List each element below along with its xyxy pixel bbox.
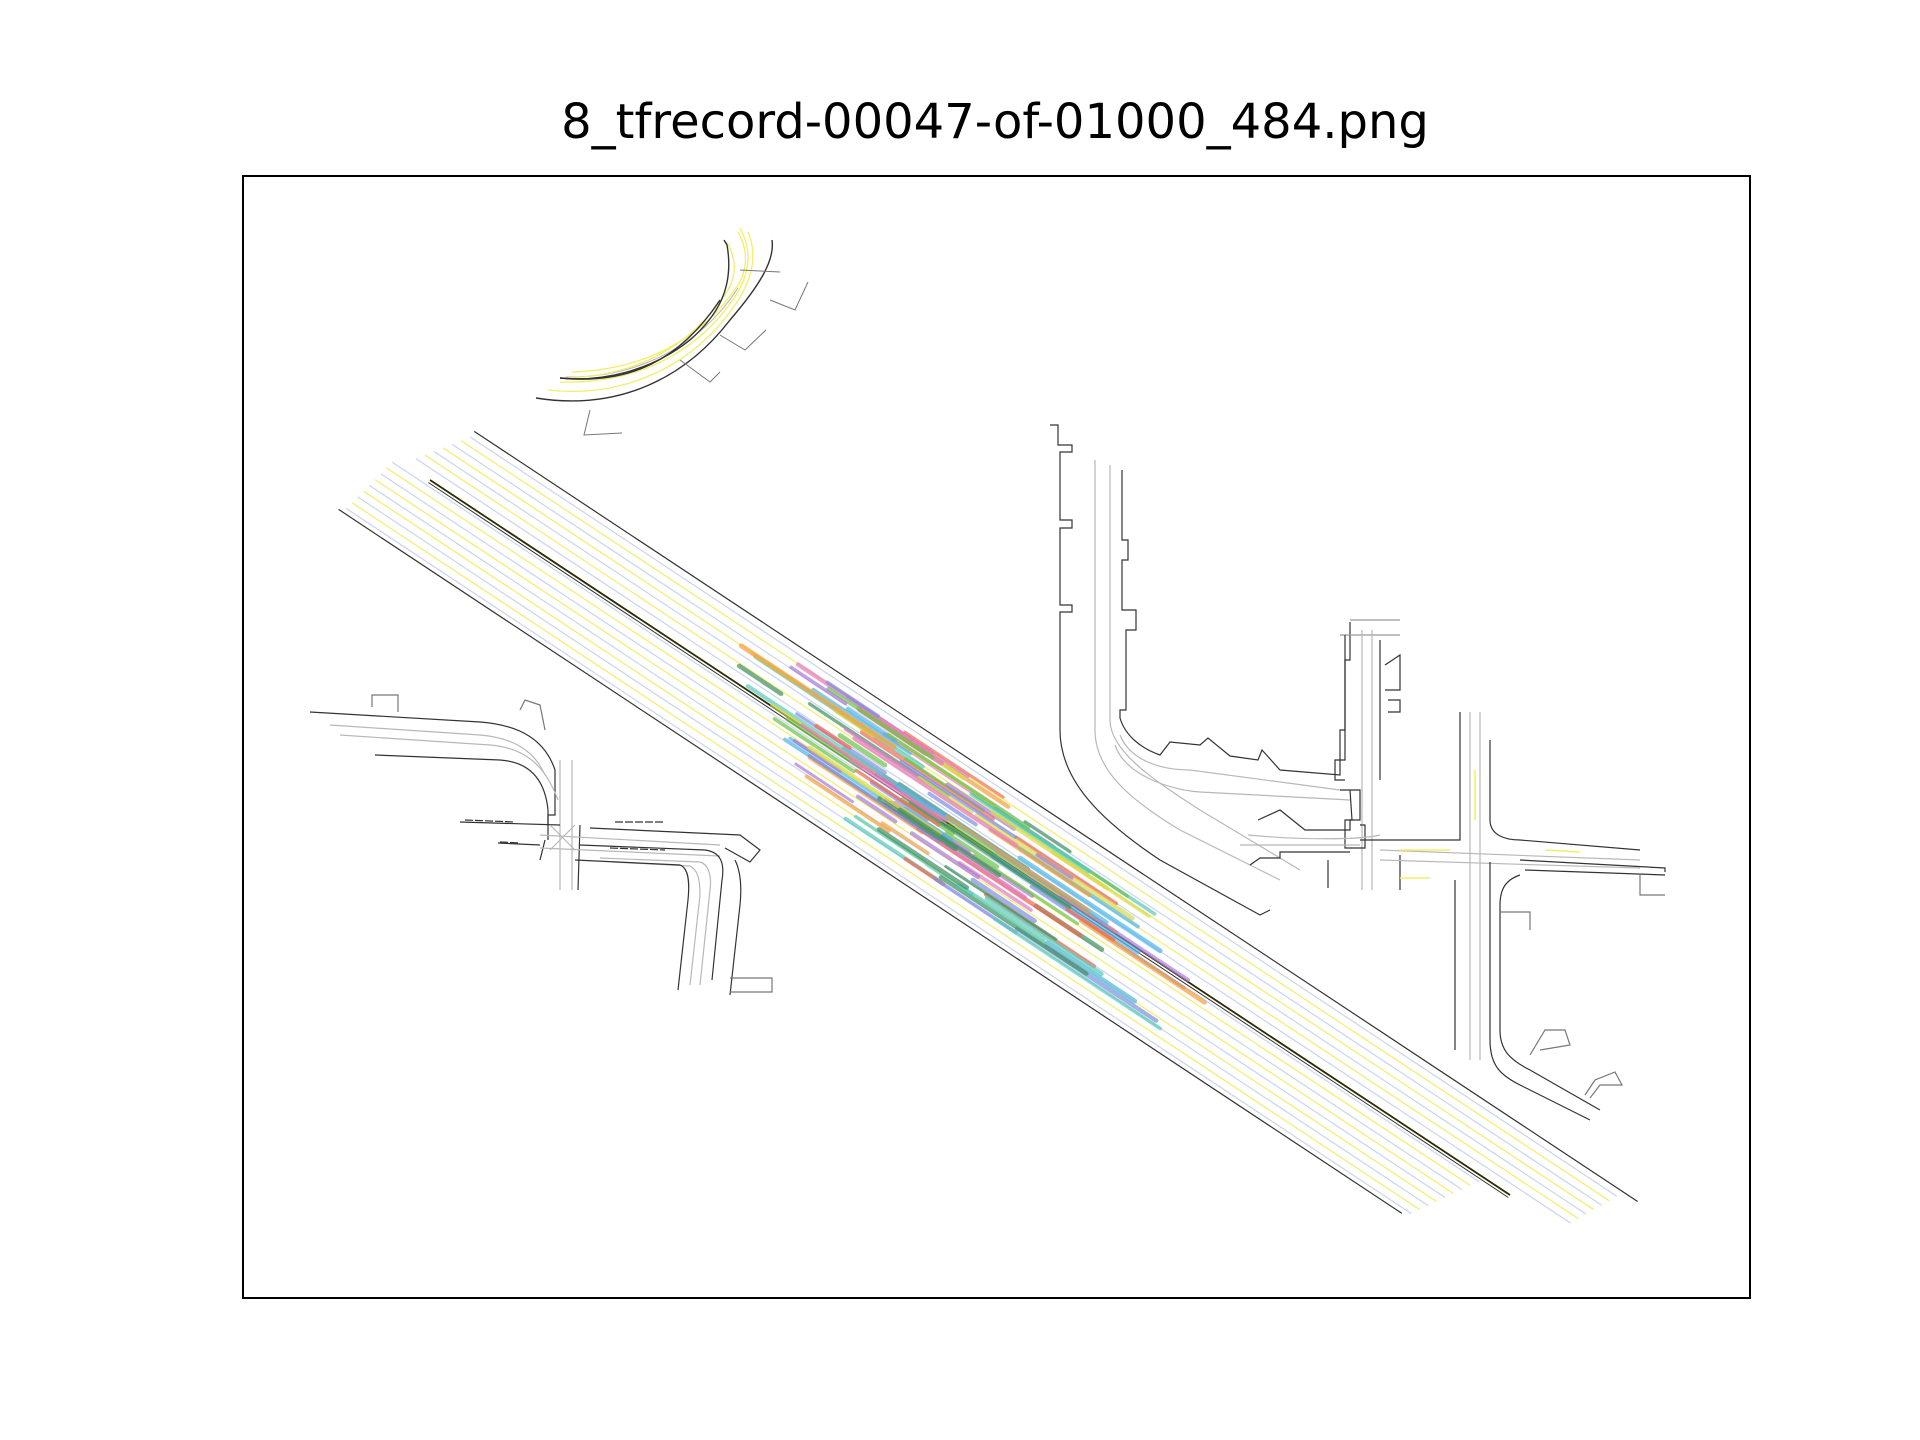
agent-trajectory <box>1078 918 1207 1005</box>
agent-trajectory <box>811 687 913 756</box>
agent-trajectory <box>1017 855 1163 954</box>
highway-lane-marking <box>346 508 1412 1215</box>
agent-trajectory <box>804 774 891 833</box>
highway-lane-marking <box>470 436 1618 1197</box>
agent-trajectory <box>736 663 784 696</box>
highway-lane-marking <box>351 502 1421 1211</box>
agent-trajectory <box>944 814 1091 912</box>
agent-trajectory <box>848 758 943 822</box>
agent-trajectory <box>745 684 922 802</box>
agent-trajectory <box>993 917 1162 1031</box>
agent-trajectory <box>990 810 1110 891</box>
agent-trajectory <box>903 730 1005 799</box>
agent-trajectories <box>736 643 1207 1031</box>
agent-trajectory <box>789 665 848 706</box>
agent-trajectory <box>792 738 843 773</box>
agent-trajectory <box>852 736 1019 848</box>
agent-trajectory <box>897 807 1001 878</box>
roads-left <box>309 694 773 996</box>
agent-trajectory <box>886 732 1031 830</box>
agent-trajectory <box>785 717 862 770</box>
agent-trajectory <box>1044 940 1138 1004</box>
agent-trajectory <box>814 723 852 750</box>
agent-trajectory <box>1065 907 1116 942</box>
highway-lane-marking <box>415 458 1571 1224</box>
highway-lane-marking <box>460 440 1610 1202</box>
agent-trajectory <box>837 733 888 768</box>
agent-trajectory <box>1023 820 1072 854</box>
agent-trajectory <box>944 831 1000 869</box>
agent-trajectory <box>969 791 1091 874</box>
agent-trajectory <box>972 853 1080 926</box>
agent-trajectory <box>826 686 935 760</box>
agent-trajectory <box>825 680 880 718</box>
agent-trajectory <box>800 723 948 823</box>
agent-trajectory <box>1035 853 1074 880</box>
agent-trajectory <box>895 783 936 812</box>
agent-trajectory <box>957 883 1046 944</box>
agent-trajectory <box>1014 835 1119 906</box>
agent-trajectory <box>807 754 941 843</box>
agent-trajectory <box>899 759 1017 839</box>
agent-trajectory <box>880 821 930 855</box>
figure-title: 8_tfrecord-00047-of-01000_484.png <box>561 94 1429 150</box>
highway-lane-marking <box>369 484 1446 1199</box>
highway-edge-south <box>338 508 1403 1214</box>
agent-trajectory <box>917 775 974 815</box>
agent-trajectory <box>909 831 981 880</box>
agent-trajectory <box>794 762 855 804</box>
roads-right <box>1050 424 1666 1121</box>
agent-trajectory <box>859 729 996 821</box>
agent-trajectory <box>854 768 941 827</box>
curved-road-top <box>535 227 809 436</box>
agent-trajectory <box>855 794 898 824</box>
agent-trajectory <box>876 827 970 890</box>
agent-trajectory <box>738 643 897 750</box>
agent-trajectory <box>970 877 1037 924</box>
agent-trajectory <box>843 727 927 784</box>
agent-trajectory <box>927 791 978 827</box>
agent-trajectory <box>984 895 1104 977</box>
agent-trajectory <box>772 717 856 774</box>
highway-edge-north <box>473 430 1638 1203</box>
agent-trajectory <box>944 864 1058 941</box>
agent-trajectory <box>938 875 1089 976</box>
